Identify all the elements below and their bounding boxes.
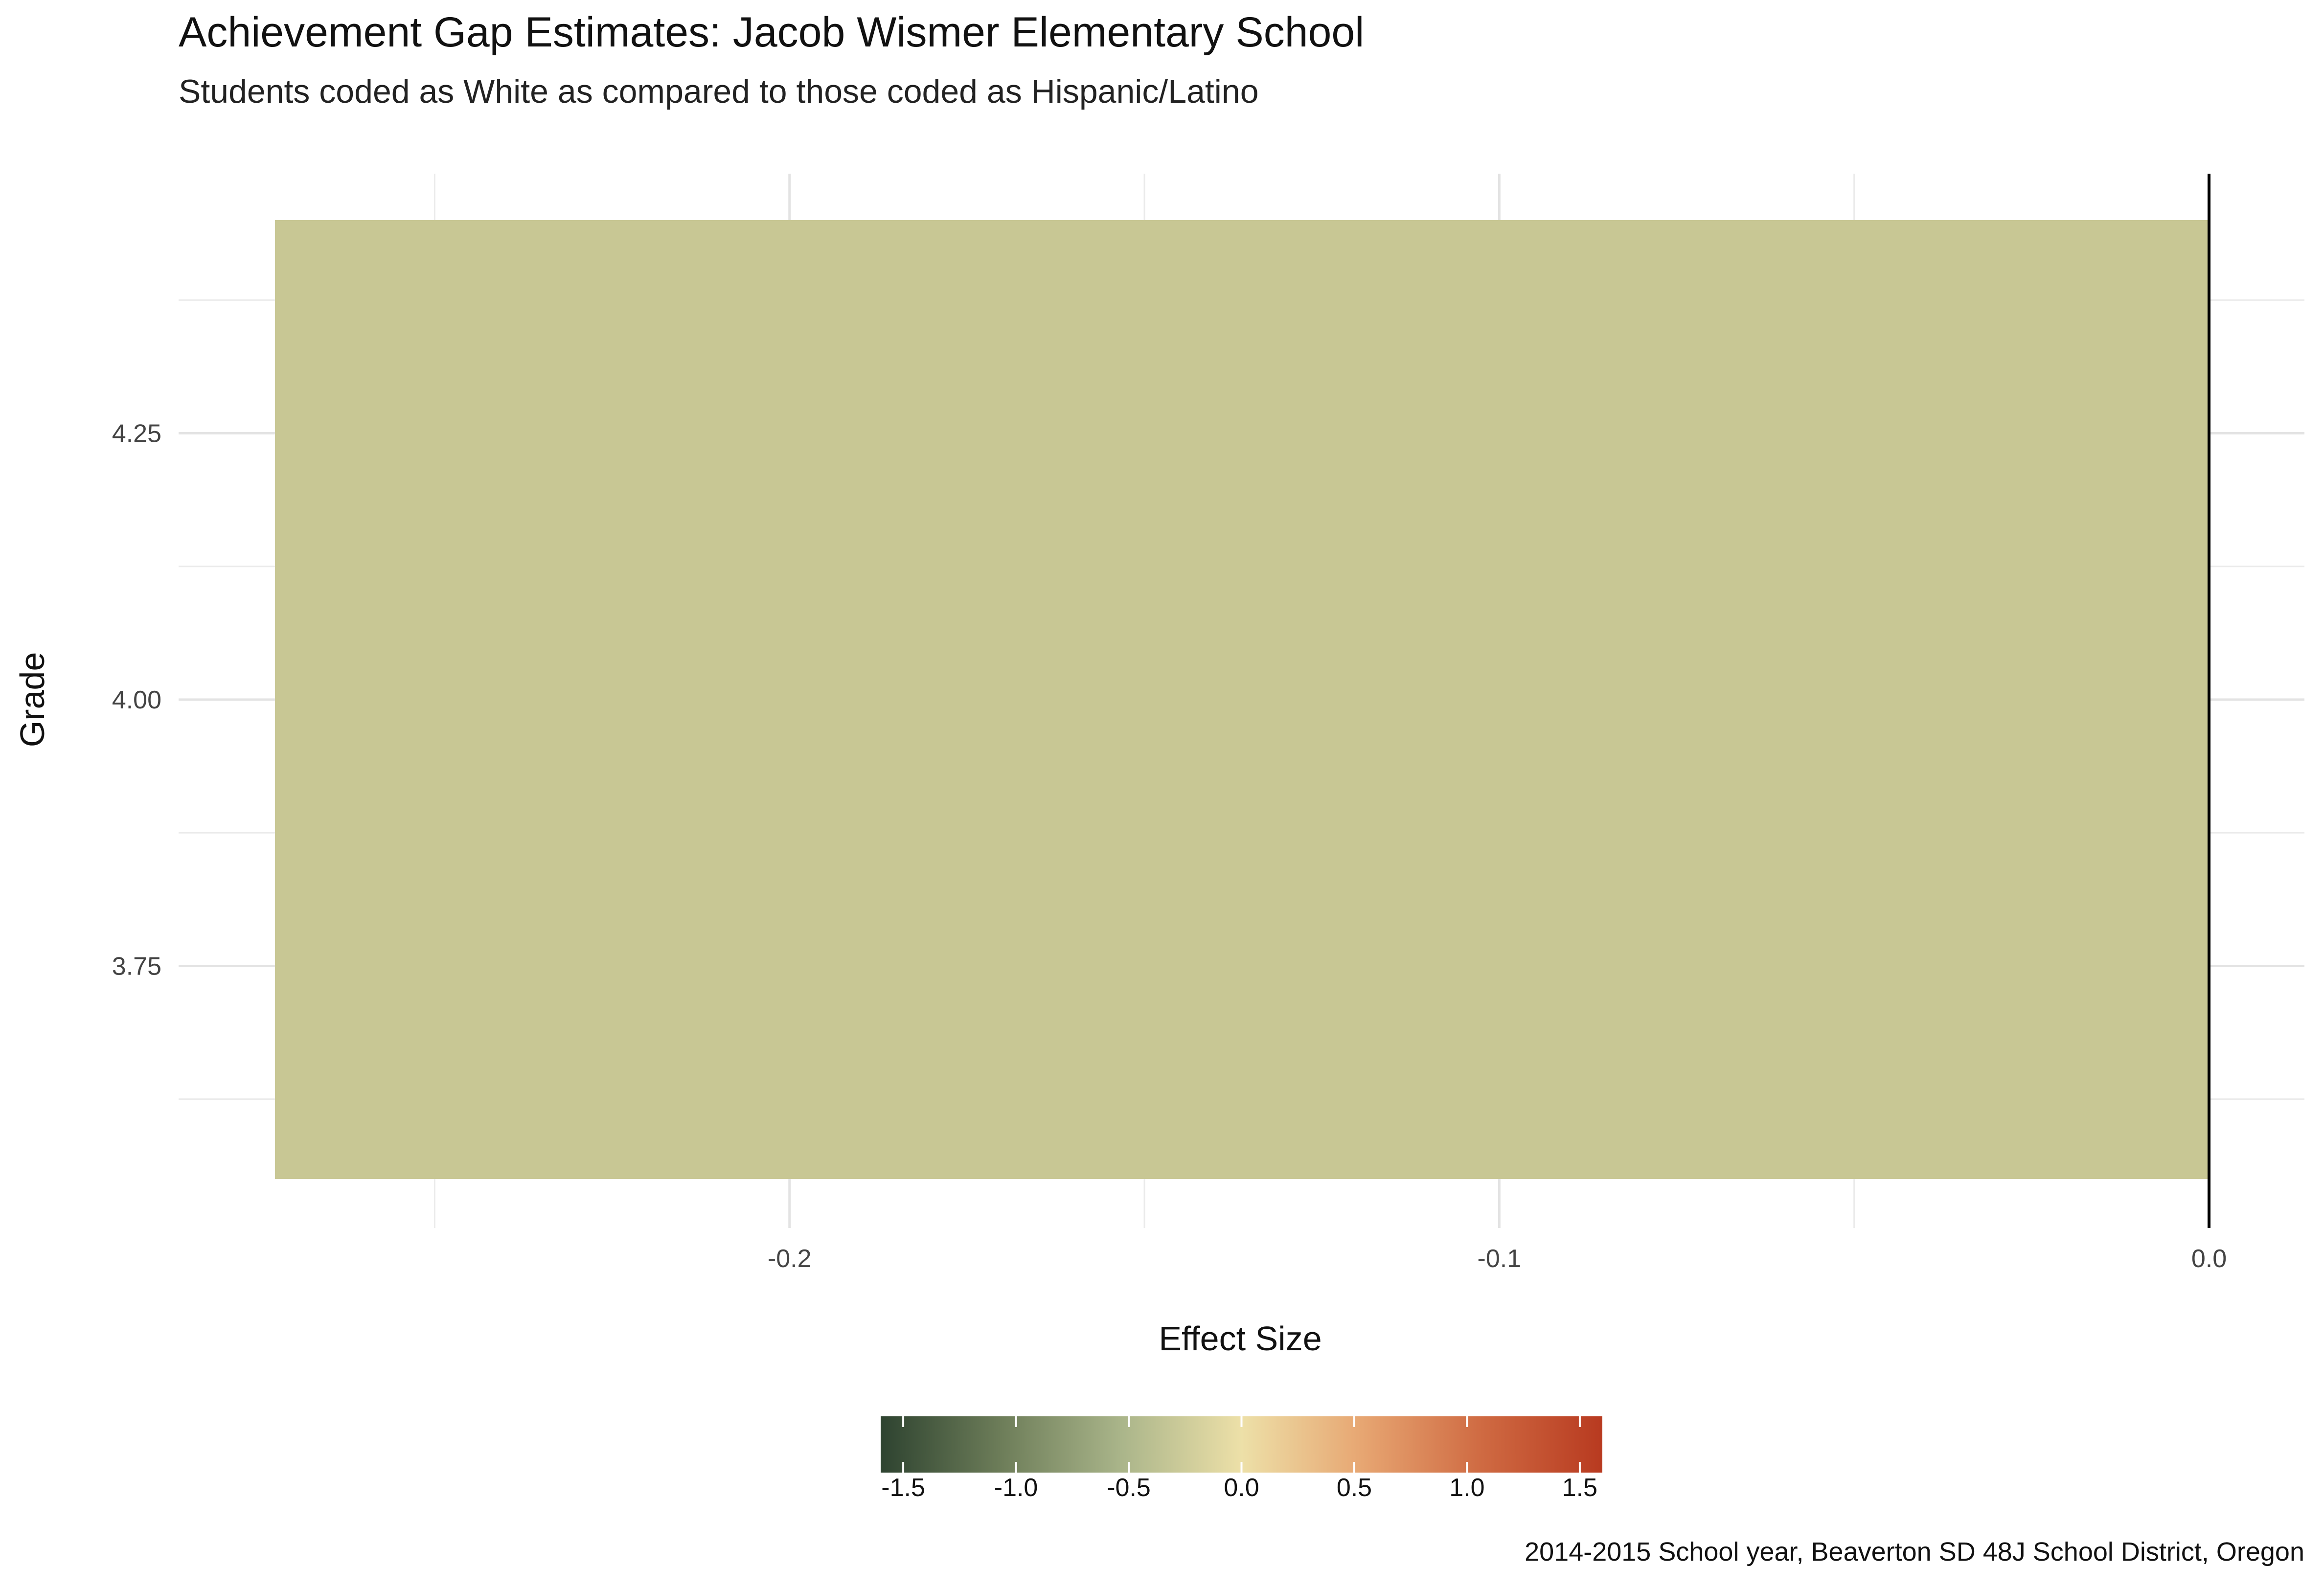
colorbar-tick-label: 0.5 <box>1337 1474 1372 1502</box>
x-tick-label: -0.1 <box>1478 1245 1522 1273</box>
x-tick-label: -0.2 <box>768 1245 812 1273</box>
colorbar-tick-label: 1.0 <box>1449 1474 1484 1502</box>
y-tick-labels: 3.75 4.00 4.25 <box>112 420 161 981</box>
colorbar-tick-label: -1.5 <box>881 1474 925 1502</box>
colorbar-legend: -1.5 -1.0 -0.5 0.0 0.5 1.0 1.5 <box>881 1416 1602 1502</box>
x-tick-label: 0.0 <box>2191 1245 2227 1273</box>
x-tick-labels: -0.2 -0.1 0.0 <box>768 1245 2227 1273</box>
chart-caption: 2014-2015 School year, Beaverton SD 48J … <box>1525 1537 2304 1567</box>
colorbar-tick-label: 0.0 <box>1224 1474 1259 1502</box>
y-tick-label: 4.25 <box>112 420 161 448</box>
bar-grade-4 <box>275 220 2209 1179</box>
y-tick-label: 3.75 <box>112 952 161 980</box>
colorbar-tick-label: -1.0 <box>994 1474 1038 1502</box>
y-tick-label: 4.00 <box>112 686 161 714</box>
y-axis-title: Grade <box>13 652 51 748</box>
colorbar-ticks <box>902 1416 1581 1473</box>
x-axis-title: Effect Size <box>1159 1319 1321 1358</box>
chart-subtitle: Students coded as White as compared to t… <box>179 73 1259 110</box>
colorbar-tick-label: -0.5 <box>1107 1474 1151 1502</box>
colorbar-tick-label: 1.5 <box>1562 1474 1597 1502</box>
bars <box>275 220 2209 1179</box>
colorbar-labels: -1.5 -1.0 -0.5 0.0 0.5 1.0 1.5 <box>881 1474 1597 1502</box>
chart-title: Achievement Gap Estimates: Jacob Wismer … <box>179 9 1364 56</box>
